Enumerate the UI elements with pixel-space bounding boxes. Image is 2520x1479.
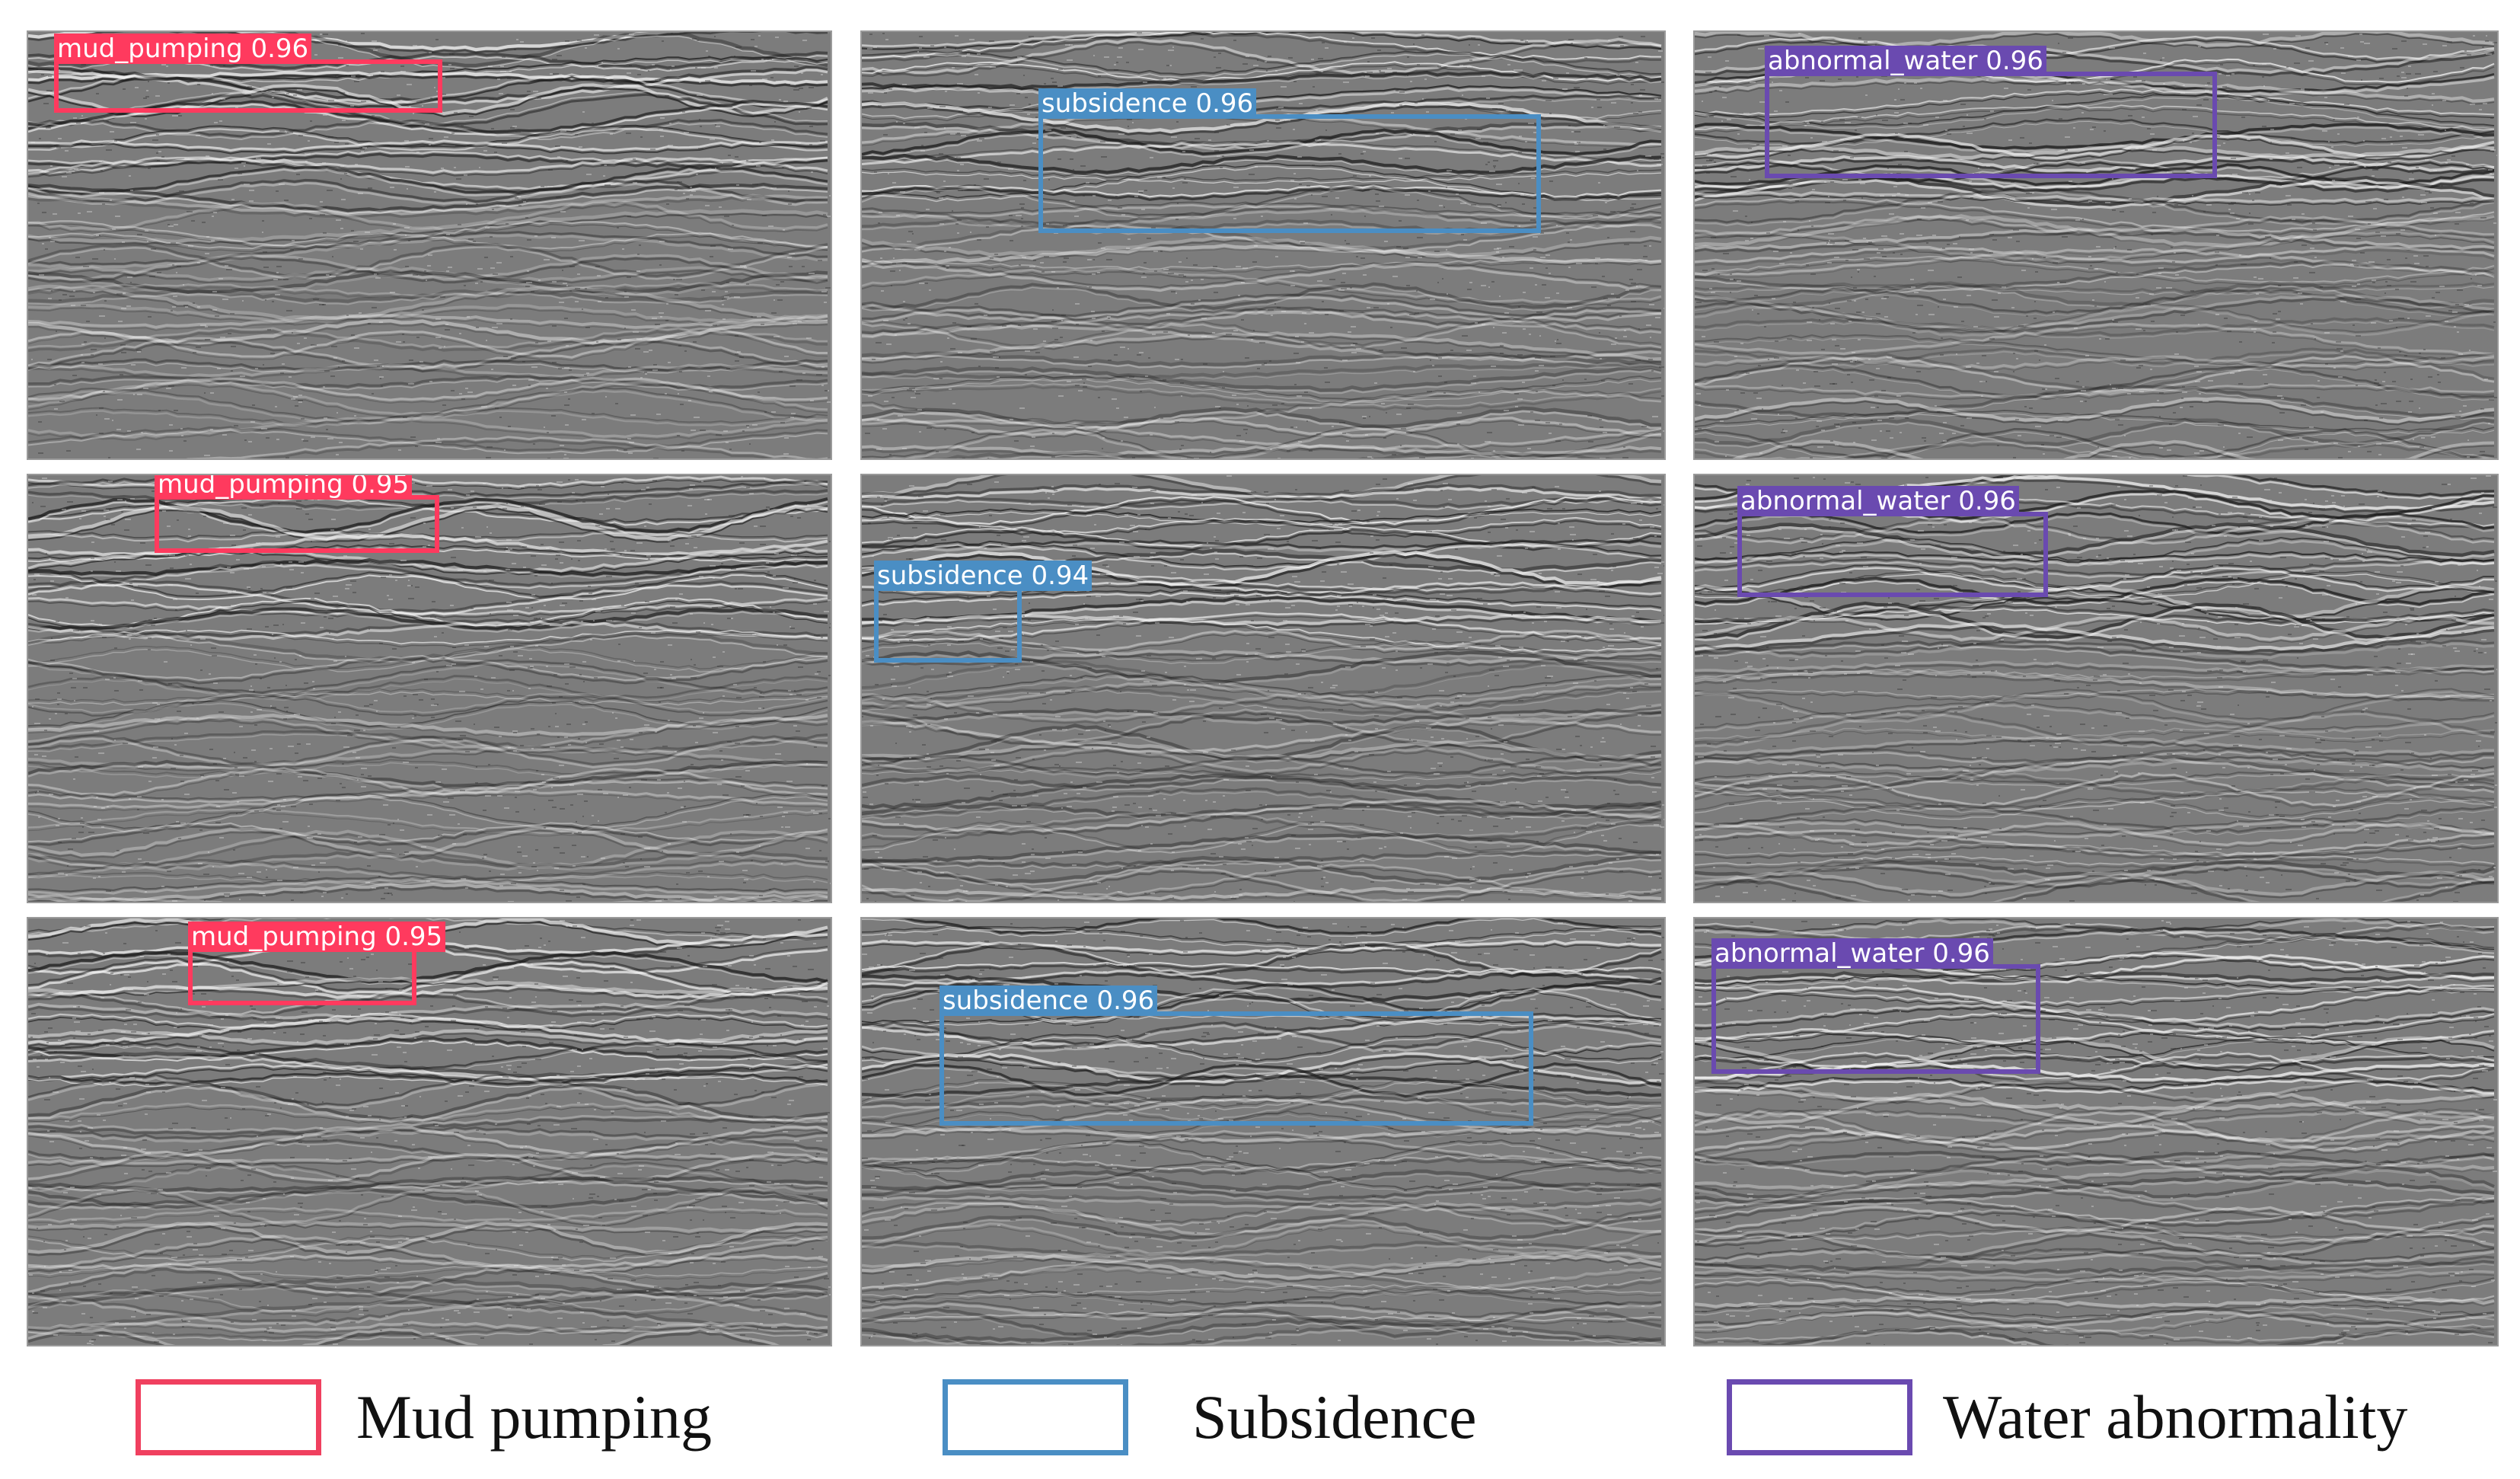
legend-swatch — [943, 1379, 1128, 1455]
detection-label: mud_pumping 0.95 — [188, 922, 446, 952]
gpr-radargram — [1695, 918, 2497, 1345]
gpr-radargram — [862, 918, 1664, 1345]
gpr-detection-grid: mud_pumping 0.96 subsidence 0.96 abnorma… — [27, 30, 2499, 1346]
detection-box: subsidence 0.94 — [874, 561, 1093, 663]
detection-label: mud_pumping 0.96 — [54, 34, 312, 64]
detection-box: mud_pumping 0.95 — [155, 475, 439, 553]
gpr-panel-1: mud_pumping 0.96 — [27, 30, 832, 460]
detection-box: mud_pumping 0.95 — [188, 922, 446, 1005]
gpr-radargram — [1695, 32, 2497, 458]
detection-label: subsidence 0.96 — [939, 985, 1158, 1016]
gpr-radargram — [28, 918, 831, 1345]
gpr-panel-9: abnormal_water 0.96 — [1693, 917, 2499, 1346]
legend-label: Subsidence — [1192, 1382, 1477, 1452]
detection-label: mud_pumping 0.95 — [155, 475, 413, 500]
detection-box: abnormal_water 0.96 — [1765, 46, 2217, 178]
legend-item-mud-pumping: Mud pumping — [136, 1376, 712, 1458]
gpr-radargram — [862, 32, 1664, 458]
detection-label: abnormal_water 0.96 — [1737, 486, 2019, 516]
detection-box: abnormal_water 0.96 — [1711, 938, 2040, 1074]
legend-item-subsidence: Subsidence — [943, 1376, 1476, 1458]
gpr-panel-5: subsidence 0.94 — [860, 474, 1666, 903]
detection-box: abnormal_water 0.96 — [1737, 486, 2048, 597]
detection-label: abnormal_water 0.96 — [1711, 938, 1993, 969]
legend-swatch — [1727, 1379, 1912, 1455]
gpr-panel-7: mud_pumping 0.95 — [27, 917, 832, 1346]
detection-label: subsidence 0.96 — [1038, 88, 1257, 119]
detection-box: mud_pumping 0.96 — [54, 34, 442, 113]
gpr-panel-8: subsidence 0.96 — [860, 917, 1666, 1346]
gpr-radargram — [1695, 475, 2497, 902]
gpr-panel-6: abnormal_water 0.96 — [1693, 474, 2499, 903]
legend-label: Water abnormality — [1943, 1382, 2408, 1452]
gpr-panel-4: mud_pumping 0.95 — [27, 474, 832, 903]
legend-item-water-abnormality: Water abnormality — [1727, 1376, 2407, 1458]
legend-label: Mud pumping — [356, 1382, 712, 1452]
legend-swatch — [136, 1379, 321, 1455]
detection-label: abnormal_water 0.96 — [1765, 46, 2046, 76]
detection-box: subsidence 0.96 — [939, 985, 1533, 1126]
legend: Mud pumping Subsidence Water abnormality — [0, 1356, 2520, 1479]
detection-box: subsidence 0.96 — [1038, 88, 1541, 233]
gpr-radargram — [28, 475, 831, 902]
gpr-panel-3: abnormal_water 0.96 — [1693, 30, 2499, 460]
gpr-radargram — [28, 32, 831, 458]
detection-label: subsidence 0.94 — [874, 561, 1093, 591]
gpr-radargram — [862, 475, 1664, 902]
gpr-panel-2: subsidence 0.96 — [860, 30, 1666, 460]
